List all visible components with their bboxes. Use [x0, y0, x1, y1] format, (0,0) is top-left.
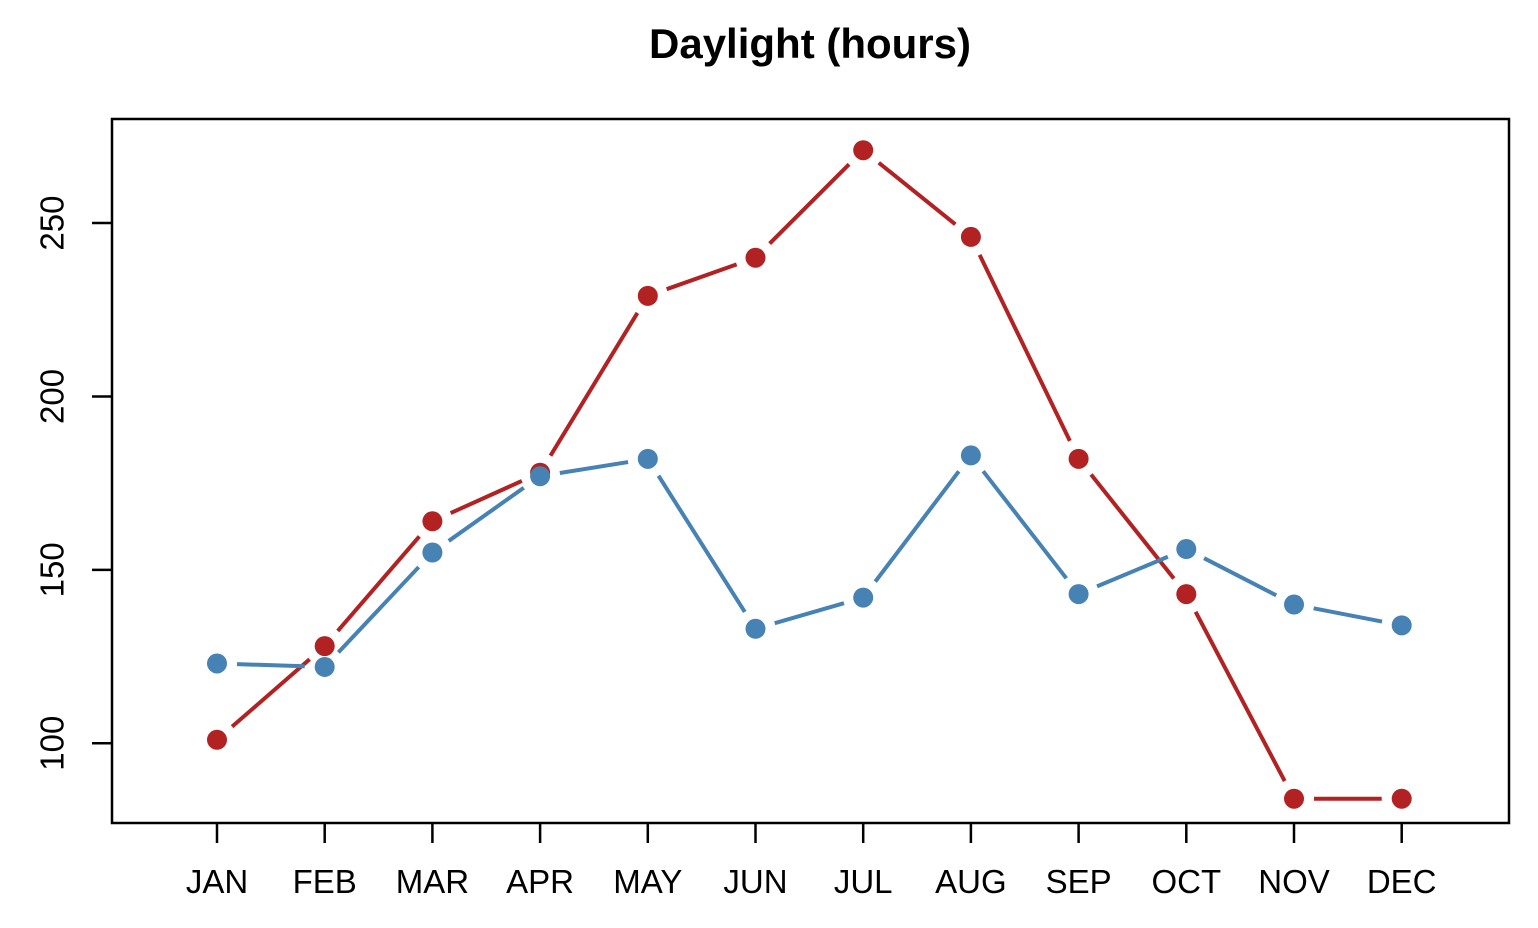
- red-series-data-point: [1284, 788, 1304, 809]
- x-tick-label: AUG: [935, 863, 1007, 900]
- x-tick-label: JUL: [834, 863, 893, 900]
- red-series-segment: [548, 311, 640, 457]
- y-tick-label: 150: [34, 542, 71, 597]
- red-series-segment: [230, 657, 311, 729]
- blue-series-data-point: [422, 542, 443, 563]
- x-tick-label: DEC: [1367, 863, 1437, 900]
- x-tick-label: JUN: [723, 863, 787, 900]
- red-series-data-point: [853, 140, 874, 161]
- blue-series-segment: [1313, 606, 1383, 624]
- blue-series-data-point: [314, 656, 335, 677]
- blue-series-segment: [1203, 556, 1278, 598]
- blue-series-segment: [656, 474, 747, 613]
- red-series-data-point: [314, 636, 335, 657]
- x-tick-label: MAY: [613, 863, 682, 900]
- blue-series-segment: [873, 470, 961, 583]
- blue-series-data-point: [207, 653, 227, 674]
- y-tick-label: 100: [34, 716, 71, 771]
- blue-series-data-point: [1068, 584, 1089, 605]
- blue-series-segment: [447, 486, 525, 543]
- x-tick-label: JAN: [186, 863, 248, 900]
- red-series-segment: [768, 162, 851, 246]
- y-tick-label: 200: [34, 369, 71, 424]
- blue-series-segment: [981, 469, 1068, 580]
- red-series-segment: [336, 535, 421, 633]
- x-tick-label: APR: [506, 863, 574, 900]
- blue-series-data-point: [530, 466, 551, 487]
- blue-series-segment: [774, 601, 845, 626]
- x-tick-label: SEP: [1046, 863, 1112, 900]
- x-tick-label: NOV: [1258, 863, 1330, 900]
- chart-title: Daylight (hours): [649, 20, 971, 67]
- blue-series-data-point: [853, 587, 874, 608]
- blue-series-data-point: [745, 618, 766, 639]
- axes-group: 100 150 200 250 JAN FEB MAR APR MAY JUN JUL AUG SEP O…: [34, 196, 1437, 900]
- plot-border-box: [110, 117, 1511, 825]
- red-series-data-point: [745, 247, 766, 268]
- red-series-segment: [665, 262, 738, 292]
- red-series-data-point: [1068, 448, 1089, 469]
- red-series-data-point: [960, 226, 981, 247]
- red-series-data-point: [637, 285, 658, 306]
- plot-area-group: [207, 140, 1412, 809]
- red-series-segment: [1089, 473, 1176, 580]
- x-tick-label: MAR: [396, 863, 469, 900]
- red-series-segment: [1193, 610, 1287, 782]
- x-tick-label: FEB: [293, 863, 357, 900]
- blue-series-data-point: [960, 445, 981, 466]
- red-series-segment: [877, 161, 957, 226]
- red-series-data-point: [422, 511, 443, 532]
- red-series-data-point: [1391, 788, 1412, 809]
- red-series-data-point: [207, 729, 227, 750]
- red-series-data-point: [1176, 584, 1197, 605]
- blue-series-segment: [336, 565, 421, 654]
- x-tick-label: OCT: [1151, 863, 1221, 900]
- blue-series-data-point: [1391, 615, 1412, 636]
- blue-series-segment: [1096, 554, 1169, 589]
- blue-series-data-point: [1176, 539, 1197, 560]
- blue-series-segment: [236, 662, 305, 669]
- red-series-segment: [449, 479, 523, 515]
- blue-series-data-point: [1284, 594, 1304, 615]
- blue-series-data-point: [637, 448, 658, 469]
- y-tick-label: 250: [34, 196, 71, 251]
- red-series-segment: [977, 254, 1072, 442]
- blue-series-segment: [559, 460, 629, 475]
